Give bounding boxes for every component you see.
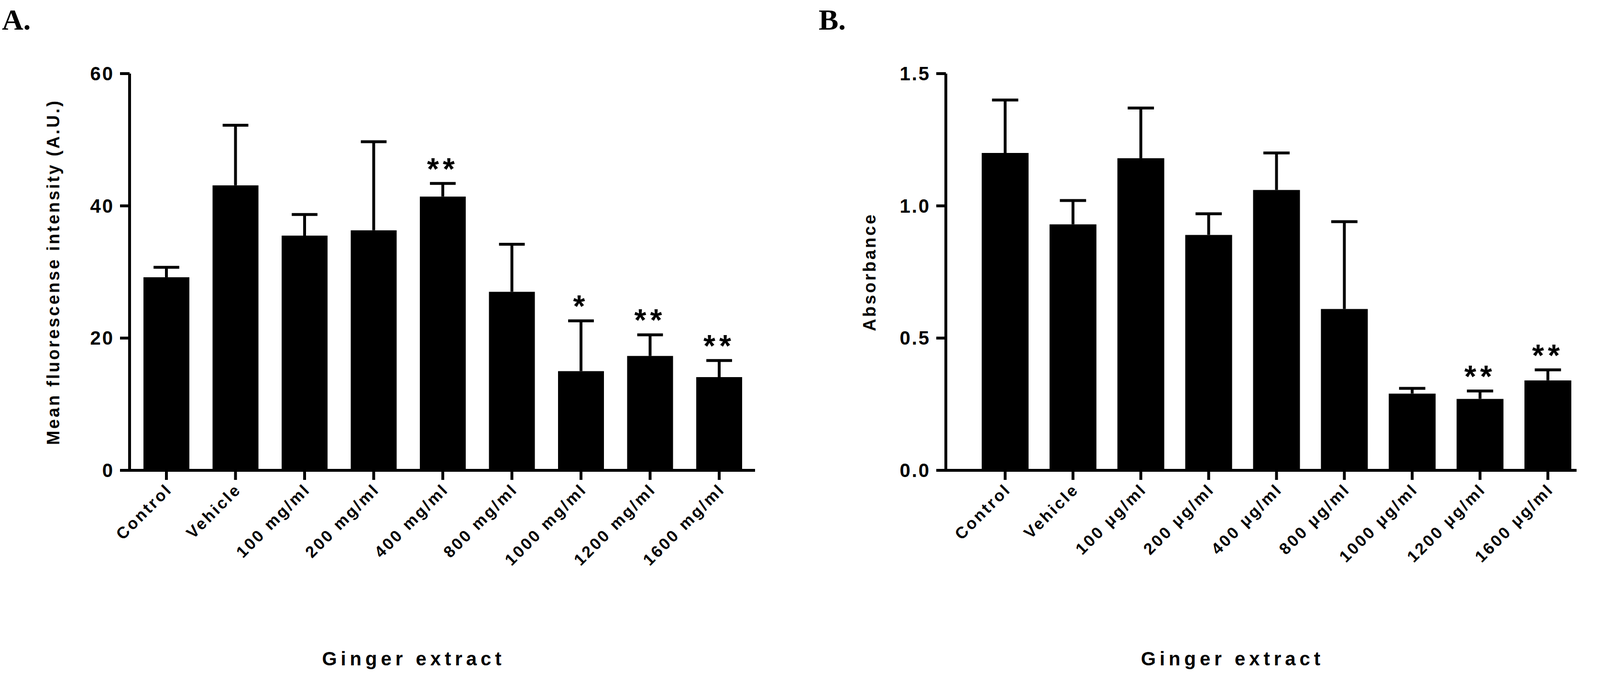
x-tick — [372, 470, 376, 481]
x-tick — [303, 470, 307, 481]
y-tick-label: 0 — [102, 460, 115, 482]
x-tick — [1003, 470, 1007, 481]
x-tick — [717, 470, 721, 481]
y-tick-label: 0.5 — [899, 327, 931, 349]
error-bar — [1331, 221, 1358, 310]
bar — [1524, 380, 1572, 471]
error-bar — [1195, 213, 1222, 235]
y-axis-label: Absorbance — [859, 212, 880, 332]
y-axis — [128, 73, 132, 471]
bar — [489, 292, 536, 472]
x-tick-label: 1600 mg/ml — [639, 480, 729, 570]
bar — [1049, 224, 1097, 471]
x-axis-label: Ginger extract — [321, 648, 505, 670]
error-bar — [568, 320, 594, 372]
error-bar — [153, 267, 180, 278]
x-tick — [1342, 470, 1346, 481]
bar — [1253, 189, 1301, 471]
x-tick-label: Vehicle — [1019, 480, 1083, 543]
x-tick-label: 1600 μg/ml — [1470, 480, 1557, 566]
panel-title: A. — [1, 3, 31, 36]
bar — [1388, 394, 1436, 471]
x-tick — [1478, 470, 1482, 481]
bar — [1185, 235, 1233, 471]
significance: ** — [703, 328, 735, 364]
x-tick — [510, 470, 514, 481]
bars — [143, 125, 743, 471]
y-tick-label: 0.0 — [899, 460, 931, 482]
x-axis — [944, 469, 1577, 472]
panel: B. ** ** 0.0 0.5 1.0 1.5 ControlVehicle100 μg/m… — [818, 3, 1577, 670]
x-tick-label: 100 μg/ml — [1071, 480, 1150, 559]
significance: ** — [427, 152, 459, 187]
x-tick-label: 200 mg/ml — [301, 480, 384, 562]
y-tick-label: 1.0 — [899, 195, 931, 217]
y-axis-label: Mean fluorescense intensity (A.U.) — [43, 98, 64, 446]
y-tick — [936, 336, 946, 340]
bar — [696, 377, 743, 471]
significance: * — [573, 289, 590, 324]
x-tick — [164, 470, 168, 481]
bar — [627, 356, 674, 471]
y-tick-label: 1.5 — [899, 63, 931, 85]
bar — [1320, 308, 1368, 471]
x-tick-label: Control — [951, 480, 1015, 544]
bar — [1456, 399, 1504, 471]
bar — [281, 235, 328, 471]
y-tick — [120, 72, 130, 76]
x-axis-label: Ginger extract — [1140, 648, 1325, 670]
x-tick — [234, 470, 238, 481]
x-tick — [1207, 470, 1211, 481]
significance: ** — [1532, 338, 1564, 373]
x-tick-label: Control — [112, 480, 176, 544]
error-bar — [1399, 388, 1426, 394]
x-tick — [648, 470, 652, 481]
y-tick-label: 60 — [90, 63, 115, 85]
y-tick — [936, 469, 946, 472]
significance: ** — [1464, 359, 1496, 395]
x-tick — [1071, 470, 1075, 481]
bar — [1117, 158, 1165, 471]
error-bar — [1263, 153, 1290, 190]
y-tick — [120, 469, 130, 472]
error-bar — [499, 244, 526, 293]
error-bar — [222, 125, 249, 186]
figure: A.*******0204060ControlVehicle100 mg/ml2… — [0, 0, 1600, 673]
panel: A.*******0204060ControlVehicle100 mg/ml2… — [1, 3, 756, 670]
y-tick — [936, 72, 946, 76]
x-tick-label: 400 mg/ml — [370, 480, 452, 562]
y-tick — [936, 204, 946, 208]
x-tick-label: 100 mg/ml — [232, 480, 314, 562]
error-bar — [291, 214, 318, 236]
error-bar — [992, 99, 1019, 154]
x-tick — [1410, 470, 1414, 481]
bar — [143, 277, 190, 471]
bar — [419, 196, 466, 471]
x-tick — [1139, 470, 1143, 481]
y-tick — [120, 204, 130, 208]
bar — [212, 185, 259, 471]
x-tick-label: 200 μg/ml — [1139, 480, 1218, 559]
bar — [350, 230, 397, 471]
error-bar — [1127, 108, 1154, 159]
y-tick-label: 40 — [90, 195, 115, 217]
x-tick — [579, 470, 583, 481]
x-tick-label: Vehicle — [182, 480, 245, 543]
x-tick — [441, 470, 445, 481]
error-bar — [1059, 200, 1086, 225]
y-axis — [944, 73, 948, 471]
panel-title: B. — [818, 3, 846, 36]
y-tick — [120, 336, 130, 340]
y-tick-label: 20 — [90, 327, 115, 349]
x-tick — [1275, 470, 1279, 481]
bar — [981, 153, 1029, 471]
error-bar — [637, 334, 664, 356]
bars — [981, 99, 1572, 471]
x-tick — [1546, 470, 1550, 481]
bar — [558, 371, 604, 472]
error-bar — [361, 141, 387, 231]
x-tick-label: 400 μg/ml — [1207, 480, 1286, 559]
significance: ** — [634, 303, 667, 338]
